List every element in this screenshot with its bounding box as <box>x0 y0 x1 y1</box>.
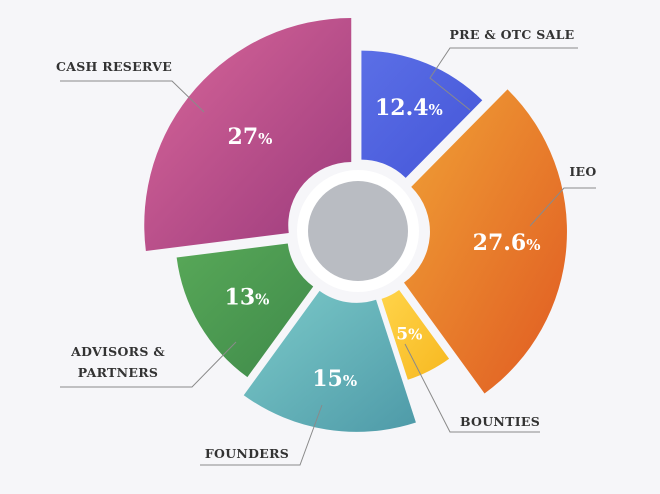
slice-pre-otc-sale <box>361 50 483 178</box>
slice-advisors-partners <box>176 243 314 378</box>
callout-label: FOUNDERS <box>205 446 289 461</box>
callouts: PRE & OTC SALE IEO BOUNTIES FOUNDERS ADVISOR… <box>56 27 596 466</box>
value-label: 12.4% <box>375 95 443 121</box>
callout-line <box>60 80 205 113</box>
callout-label: IEO <box>569 164 596 179</box>
slice-founders <box>243 290 416 432</box>
pie-slices <box>144 18 567 432</box>
value-label: 27% <box>228 124 273 150</box>
callout-label: CASH RESERVE <box>56 59 172 74</box>
value-labels: 12.4% 27.6% 5% 15% 13% 27% <box>225 95 541 392</box>
value-label: 5% <box>396 325 422 345</box>
callout-label: ADVISORS & PARTNERS <box>70 344 165 380</box>
callout-line <box>429 47 578 111</box>
slice-cash-reserve <box>144 18 352 251</box>
callout-label: PRE & OTC SALE <box>449 27 574 42</box>
center-hub <box>297 170 419 292</box>
value-label: 27.6% <box>473 230 541 256</box>
center-disc <box>308 181 408 281</box>
callout-line <box>404 343 540 433</box>
value-label: 15% <box>312 366 357 392</box>
callout-label: BOUNTIES <box>460 414 540 429</box>
callout-line <box>529 187 596 227</box>
callout-line <box>60 341 237 388</box>
slice-bounties <box>381 289 450 380</box>
value-label: 13% <box>225 285 270 311</box>
callout-line <box>200 404 323 466</box>
slice-ieo <box>404 89 567 394</box>
